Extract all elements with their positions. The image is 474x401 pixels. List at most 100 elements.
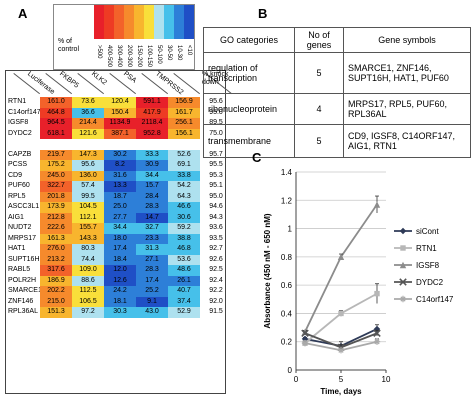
x-tick-label: 10 xyxy=(382,375,391,384)
y-axis-label: Absorbance (450 nM - 650 nM) xyxy=(263,213,272,328)
legend-marker xyxy=(399,295,407,303)
legend-swatch xyxy=(114,5,124,39)
gene-name: RPL5 xyxy=(8,192,26,200)
go-count-cell: 5 xyxy=(294,124,344,158)
legend-swatch xyxy=(174,5,184,39)
legend-title-line1: % of xyxy=(58,38,73,45)
heatmap-cell: 14.7 xyxy=(136,212,168,223)
heatmap-cell: 37.4 xyxy=(168,296,200,307)
heatmap-cell: 15.7 xyxy=(136,181,168,192)
heatmap-cell: 32.7 xyxy=(136,223,168,234)
legend-swatch xyxy=(184,5,194,39)
heatmap-cell: 53.6 xyxy=(168,254,200,265)
heatmap-cell xyxy=(136,139,168,150)
knockdown-cell: 92.2 xyxy=(209,287,223,294)
knockdown-cell: 92.5 xyxy=(209,266,223,273)
data-point xyxy=(373,201,381,208)
panel-b-label: B xyxy=(258,6,268,21)
heatmap-cell: 34.4 xyxy=(136,170,168,181)
heatmap-row: PUF60 322.7 57.4 13.3 15.7 54.2 95.1 xyxy=(6,181,232,192)
legend-swatches xyxy=(94,5,194,39)
heatmap-cell: 387.1 xyxy=(104,128,136,139)
gene-name: ZNF146 xyxy=(8,297,34,305)
heatmap-cell: 30.2 xyxy=(104,149,136,160)
data-point xyxy=(338,310,344,317)
heatmap-cell: 104.5 xyxy=(72,202,104,213)
heatmap-cell: 201.8 xyxy=(40,191,72,202)
go-category-cell: transmembrane xyxy=(203,124,295,158)
heatmap-cell: 80.3 xyxy=(72,244,104,255)
x-axis-label: Time, days xyxy=(320,387,362,396)
data-point xyxy=(373,325,381,333)
heatmap-cell: 618.1 xyxy=(40,128,72,139)
heatmap-cell: 106.5 xyxy=(72,296,104,307)
y-tick-label: 0.2 xyxy=(281,338,293,347)
heatmap-cell: 9.1 xyxy=(136,296,168,307)
column-header: PSA xyxy=(122,70,138,85)
legend-swatch xyxy=(154,5,164,39)
legend-bin-label: 100-150 xyxy=(146,45,152,68)
go-table-row: regulation of transcription 5 SMARCE1, Z… xyxy=(203,52,471,94)
heatmap-cell: 156.9 xyxy=(168,97,200,108)
heatmap-cell: 121.6 xyxy=(72,128,104,139)
gene-name: C14orf147 xyxy=(8,108,40,116)
gene-name: RPL36AL xyxy=(8,308,38,315)
gene-name: PUF60 xyxy=(8,182,30,189)
heatmap-cell: 59.2 xyxy=(168,223,200,234)
legend-label: IGSF8 xyxy=(416,261,440,270)
gene-name: IGSF8 xyxy=(8,119,29,126)
data-point xyxy=(337,253,345,261)
heatmap-cell: 33.8 xyxy=(168,170,200,181)
legend-title-line2: control xyxy=(58,46,80,53)
series-line-rtn1 xyxy=(304,292,378,344)
heatmap-cell: 43.0 xyxy=(136,307,168,318)
heatmap-cell: 256.1 xyxy=(168,118,200,129)
heatmap-cell xyxy=(104,139,136,150)
knockdown-cell: 92.0 xyxy=(209,297,223,305)
heatmap-cell: 112.5 xyxy=(72,286,104,297)
go-count-cell: 5 xyxy=(294,52,344,94)
heatmap-cell: 964.5 xyxy=(40,118,72,129)
legend-bin-label: 10-30 xyxy=(176,45,182,61)
y-tick-label: 0.4 xyxy=(281,309,293,318)
heatmap-cell: 109.0 xyxy=(72,265,104,276)
knockdown-cell: 95.5 xyxy=(209,161,223,168)
data-point xyxy=(374,290,380,297)
gene-name: HAT1 xyxy=(8,245,26,252)
y-tick-label: 1.4 xyxy=(281,168,293,177)
gene-name xyxy=(6,139,40,150)
knockdown-cell: 95.3 xyxy=(209,171,223,179)
heatmap-row: C14orf147 464.8 36.6 150.4 417.9 161.7 95.0 xyxy=(6,107,232,118)
legend-label: RTN1 xyxy=(416,244,437,253)
heatmap-cell: 30.6 xyxy=(168,212,200,223)
heatmap-row: HAT1 276.0 80.3 17.4 31.3 46.8 92.7 xyxy=(6,244,232,255)
heatmap-cell: 151.3 xyxy=(40,307,72,318)
heatmap-cell xyxy=(72,139,104,150)
gene-name: ASCC3L1 xyxy=(8,203,40,210)
heatmap-cell: 173.9 xyxy=(40,202,72,213)
heatmap-row: IGSF8 964.5 214.4 1134.9 2118.4 256.1 89.5 xyxy=(6,118,232,129)
heatmap-cell: 33.3 xyxy=(136,149,168,160)
go-symbols-cell: MRPS17, RPL5, PUF60, RPL36AL xyxy=(343,93,471,125)
legend-swatch xyxy=(94,5,104,39)
heatmap-cell: 161.3 xyxy=(40,233,72,244)
panel-c-label: C xyxy=(252,150,262,165)
heatmap-cell: 28.3 xyxy=(136,265,168,276)
gene-name: DYDC2 xyxy=(8,129,32,137)
data-point xyxy=(373,338,381,345)
heatmap-cell: 150.4 xyxy=(104,107,136,118)
growth-line-chart: 0 0.2 0.4 0.6 0.8 1 1.2 1.4 0 5 10 Time, days Absorb… xyxy=(263,168,454,396)
gene-name: CD9 xyxy=(8,171,23,179)
heatmap-cell: 30.9 xyxy=(136,160,168,171)
x-tick-label: 5 xyxy=(339,375,344,384)
legend-swatch xyxy=(124,5,134,39)
gene-name: POLR2H xyxy=(8,276,37,284)
legend-swatch xyxy=(144,5,154,39)
go-table-row: ribonucleoprotein 4 MRPS17, RPL5, PUF60,… xyxy=(203,93,471,125)
legend-bin-label: 30-50 xyxy=(166,45,172,61)
knockdown-cell: 94.6 xyxy=(209,203,223,210)
heatmap-cell: 18.0 xyxy=(104,233,136,244)
heatmap-cell: 156.1 xyxy=(168,128,200,139)
heatmap-cell: 48.6 xyxy=(168,265,200,276)
heatmap-cell: 464.8 xyxy=(40,107,72,118)
